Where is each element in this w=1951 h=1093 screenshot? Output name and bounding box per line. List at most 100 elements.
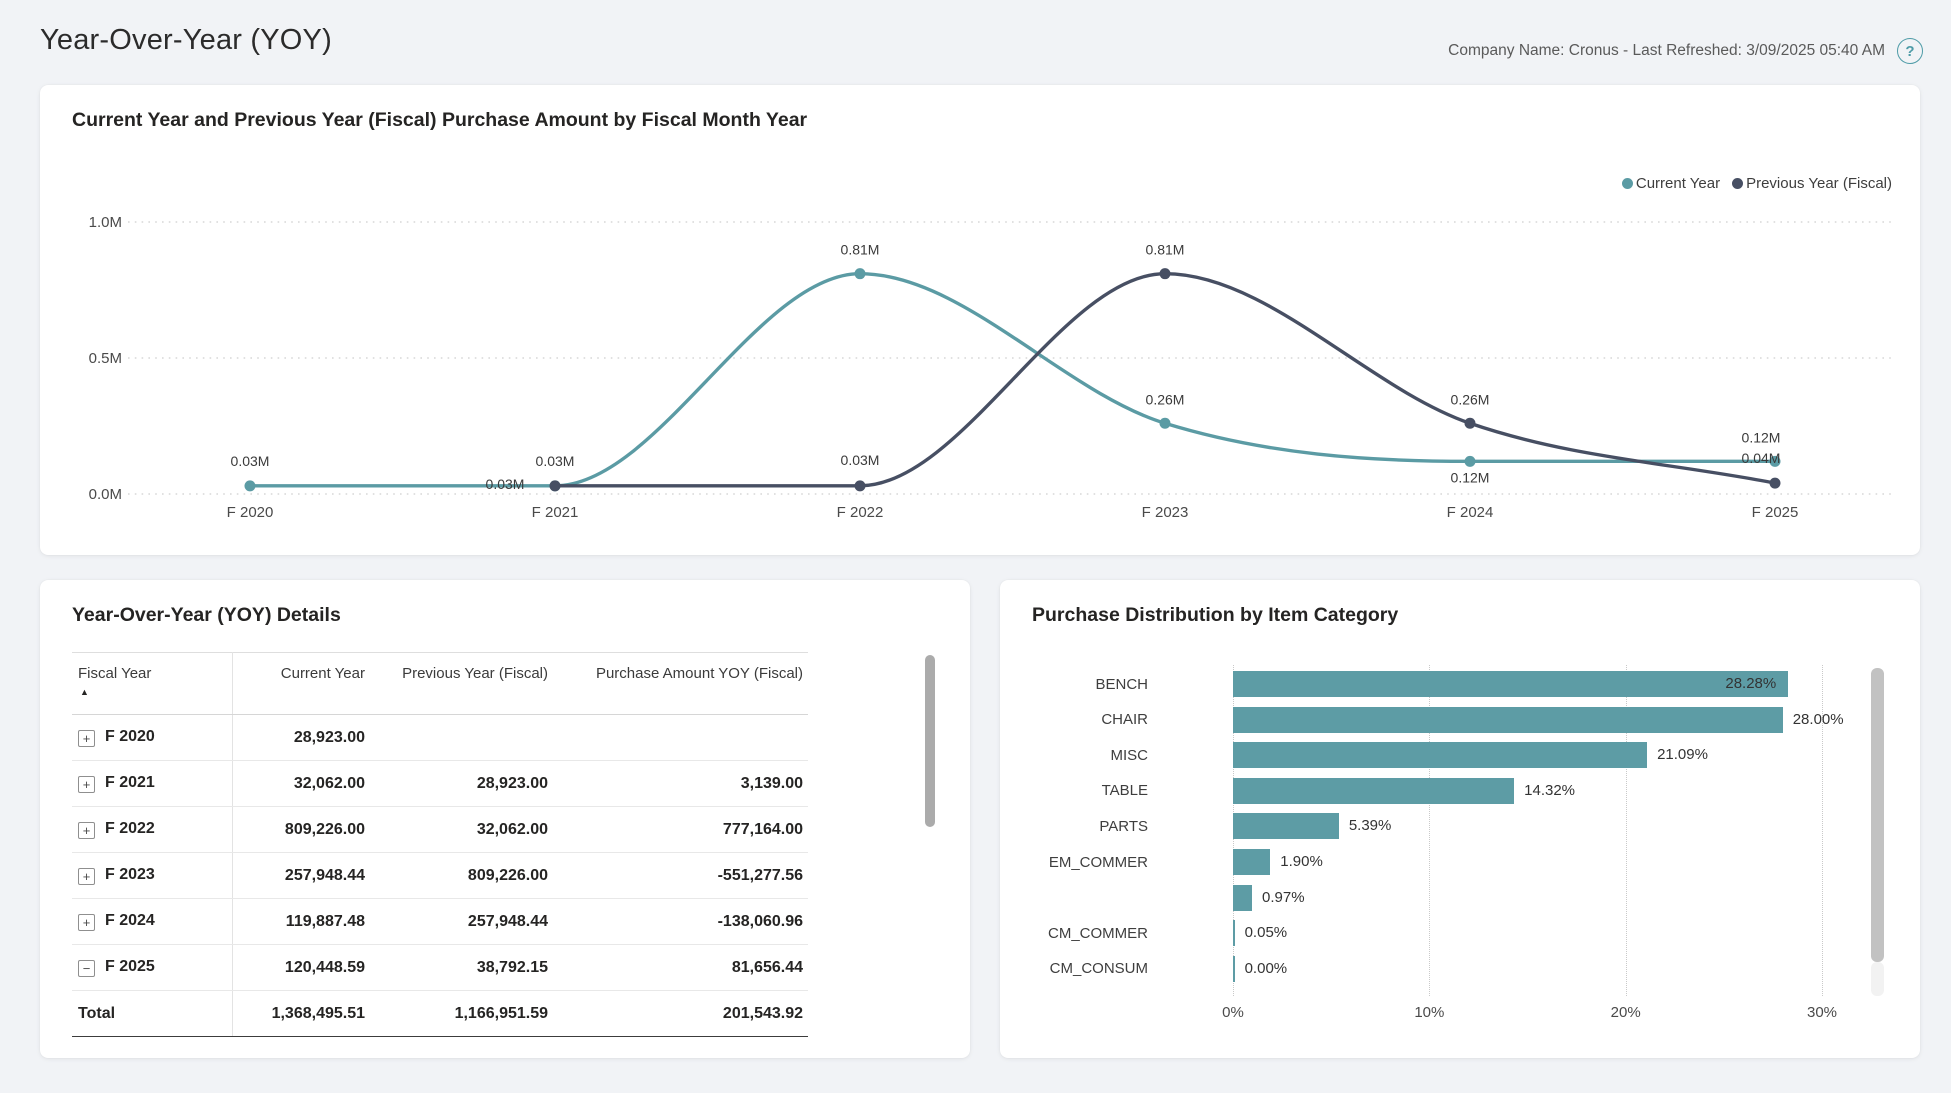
legend-label: Current Year bbox=[1635, 175, 1721, 192]
expand-icon[interactable]: + bbox=[78, 822, 95, 839]
bar-value-label: 0.97% bbox=[1262, 888, 1305, 906]
expand-icon[interactable]: + bbox=[78, 776, 95, 793]
svg-text:F 2022: F 2022 bbox=[837, 504, 884, 521]
bar-table[interactable] bbox=[1233, 777, 1515, 804]
page-title: Year-Over-Year (YOY) bbox=[40, 24, 332, 56]
previous-year-cell: 28,923.00 bbox=[370, 760, 553, 807]
table-row: − F 2025 120,448.59 38,792.15 81,656.44 bbox=[72, 944, 808, 991]
svg-text:F 2024: F 2024 bbox=[1447, 504, 1494, 521]
legend-item-current-year[interactable]: Current Year bbox=[1621, 175, 1721, 192]
x-axis-tick: 10% bbox=[1414, 1004, 1445, 1021]
x-axis-tick: 30% bbox=[1806, 1004, 1838, 1021]
bar-cm_commer[interactable] bbox=[1233, 920, 1235, 947]
bar-em_commer[interactable] bbox=[1233, 849, 1271, 875]
legend-item-previous-year[interactable]: Previous Year (Fiscal) bbox=[1732, 175, 1892, 192]
current-year-cell: 257,948.44 bbox=[232, 852, 370, 899]
bar-chart-scrollbar-track[interactable] bbox=[1871, 962, 1884, 996]
table-header-row: Fiscal Year ▲ Current Year Previous Year… bbox=[72, 652, 808, 715]
fiscal-year-cell: F 2021 bbox=[105, 774, 155, 791]
bar-value-label: 28.28% bbox=[1725, 675, 1777, 692]
bar-value-label: 21.09% bbox=[1657, 746, 1708, 764]
bar-value-label: 0.00% bbox=[1244, 959, 1288, 977]
yoy-cell: -138,060.96 bbox=[553, 898, 808, 945]
bar-chart-plot: 0% 10% 20% 30% BENCH 28.28% CHAIR 28.00% MISC 21.… bbox=[1000, 580, 1920, 1058]
bar-row: 0.97% bbox=[1000, 880, 1920, 916]
table-row: + F 2024 119,887.48 257,948.44 -138,060.9… bbox=[72, 898, 808, 945]
bar-row: BENCH 28.28% bbox=[1000, 666, 1920, 702]
current-year-cell: 32,062.00 bbox=[232, 760, 370, 807]
svg-text:0.04M: 0.04M bbox=[1742, 450, 1781, 466]
previous-year-cell bbox=[370, 714, 553, 761]
bar-cm_consum[interactable] bbox=[1233, 955, 1235, 982]
category-label: MISC bbox=[1110, 746, 1149, 764]
table-scrollbar-thumb[interactable] bbox=[925, 655, 935, 827]
bar-chart-title: Purchase Distribution by Item Category bbox=[1032, 604, 1399, 626]
column-header-previous-year[interactable]: Previous Year (Fiscal) bbox=[370, 652, 553, 715]
svg-text:F 2020: F 2020 bbox=[227, 504, 274, 521]
table-row: + F 2022 809,226.00 32,062.00 777,164.00 bbox=[72, 806, 808, 853]
expand-icon[interactable]: + bbox=[78, 914, 95, 931]
bar-row: CHAIR 28.00% bbox=[1000, 702, 1920, 738]
yoy-cell: 777,164.00 bbox=[553, 806, 808, 853]
bar-parts[interactable] bbox=[1233, 813, 1339, 840]
current-year-cell: 120,448.59 bbox=[232, 944, 370, 991]
page-header: Year-Over-Year (YOY) Company Name: Cronu… bbox=[0, 0, 1951, 80]
bar-value-label: 1.90% bbox=[1280, 853, 1323, 870]
yoy-details-table: Fiscal Year ▲ Current Year Previous Year… bbox=[72, 652, 808, 1037]
previous-year-cell: 257,948.44 bbox=[370, 898, 553, 945]
bar-row: CM_COMMER 0.05% bbox=[1000, 915, 1920, 951]
sort-ascending-icon: ▲ bbox=[80, 687, 89, 697]
category-label: EM_COMMER bbox=[1048, 853, 1148, 871]
svg-text:F 2023: F 2023 bbox=[1142, 504, 1189, 521]
total-previous-year: 1,166,951.59 bbox=[370, 990, 553, 1037]
category-label: CM_COMMER bbox=[1048, 924, 1148, 942]
bar-value-label: 5.39% bbox=[1348, 817, 1392, 835]
category-label: CHAIR bbox=[1101, 711, 1148, 729]
fiscal-year-cell: F 2020 bbox=[105, 728, 155, 745]
help-icon[interactable]: ? bbox=[1897, 38, 1923, 64]
svg-text:F 2025: F 2025 bbox=[1752, 504, 1799, 521]
bar-value-label: 0.05% bbox=[1244, 924, 1288, 942]
expand-icon[interactable]: + bbox=[78, 868, 95, 885]
svg-text:0.81M: 0.81M bbox=[1146, 242, 1185, 258]
previous-year-dot-icon bbox=[1732, 178, 1744, 189]
svg-text:0.03M: 0.03M bbox=[486, 476, 525, 492]
bar-row: EM_COMMER 1.90% bbox=[1000, 844, 1920, 880]
svg-text:0.5M: 0.5M bbox=[89, 350, 122, 367]
previous-year-cell: 38,792.15 bbox=[370, 944, 553, 991]
bar-row: TABLE 14.32% bbox=[1000, 773, 1920, 809]
fiscal-year-cell: F 2022 bbox=[105, 820, 155, 837]
gridline bbox=[1429, 665, 1431, 996]
line-chart-card: Current Year and Previous Year (Fiscal) … bbox=[40, 85, 1920, 555]
collapse-icon[interactable]: − bbox=[78, 960, 95, 977]
bar-chair[interactable] bbox=[1233, 706, 1783, 733]
column-header-current-year[interactable]: Current Year bbox=[232, 652, 370, 715]
bar-chart-card: Purchase Distribution by Item Category 0… bbox=[1000, 580, 1920, 1058]
yoy-cell: 3,139.00 bbox=[553, 760, 808, 807]
column-header-fiscal-year[interactable]: Fiscal Year ▲ bbox=[72, 652, 233, 715]
line-chart-plot[interactable]: 0.0M 0.5M 1.0M F 2020 F 2021 F 2022 F 2023 F 20… bbox=[40, 85, 1920, 555]
svg-text:1.0M: 1.0M bbox=[89, 214, 122, 231]
category-label: BENCH bbox=[1095, 675, 1148, 693]
expand-icon[interactable]: + bbox=[78, 730, 95, 747]
details-table-title: Year-Over-Year (YOY) Details bbox=[72, 604, 341, 626]
line-chart-title: Current Year and Previous Year (Fiscal) … bbox=[72, 109, 808, 131]
x-axis-tick: 20% bbox=[1610, 1004, 1641, 1021]
svg-text:0.26M: 0.26M bbox=[1451, 391, 1490, 407]
bar-bench[interactable] bbox=[1233, 671, 1789, 697]
header-meta-area: Company Name: Cronus - Last Refreshed: 3… bbox=[1448, 38, 1923, 64]
category-label bbox=[1000, 880, 1200, 916]
bar-chart-scrollbar-thumb[interactable] bbox=[1871, 668, 1884, 962]
fiscal-year-cell: F 2025 bbox=[105, 958, 155, 975]
svg-text:0.12M: 0.12M bbox=[1742, 429, 1781, 445]
total-yoy: 201,543.92 bbox=[553, 990, 808, 1037]
gridline bbox=[1822, 665, 1823, 996]
bar-misc[interactable] bbox=[1233, 742, 1648, 769]
bar-blank[interactable] bbox=[1233, 884, 1253, 911]
current-year-cell: 119,887.48 bbox=[232, 898, 370, 945]
total-label: Total bbox=[72, 990, 233, 1037]
details-table-card: Year-Over-Year (YOY) Details Fiscal Year… bbox=[40, 580, 970, 1058]
column-header-yoy[interactable]: Purchase Amount YOY (Fiscal) bbox=[553, 652, 808, 715]
previous-year-cell: 32,062.00 bbox=[370, 806, 553, 853]
